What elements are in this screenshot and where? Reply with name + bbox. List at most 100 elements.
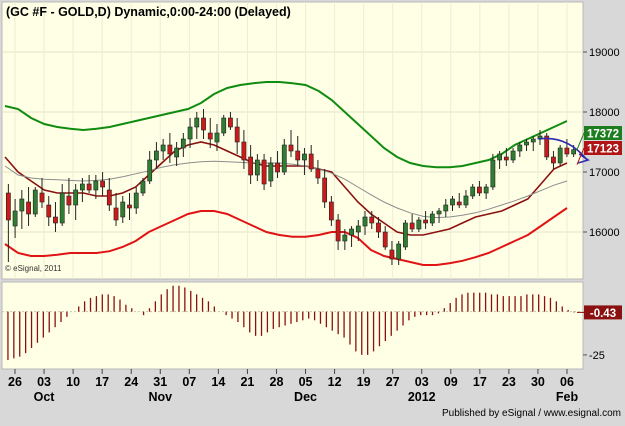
candle <box>174 142 179 166</box>
candle <box>133 187 139 214</box>
candle <box>19 190 25 229</box>
candle <box>342 229 348 250</box>
x-axis-month-label: Feb <box>556 390 579 404</box>
candle-body-up <box>342 234 348 242</box>
candle <box>140 178 146 196</box>
x-axis-tick-label: 24 <box>124 375 138 389</box>
candle <box>201 109 206 139</box>
candle <box>288 130 294 157</box>
oscillator-histogram <box>7 285 575 361</box>
candle <box>551 151 556 169</box>
candle-body-up <box>557 147 563 164</box>
candle-body-down <box>26 201 31 215</box>
candle-body-up <box>32 189 38 215</box>
candle-body-down <box>288 144 294 152</box>
candle-body-up <box>160 144 166 152</box>
candle <box>335 214 341 250</box>
candle <box>470 184 476 199</box>
candle-body-down <box>295 150 301 161</box>
price-panel-background <box>1 1 584 280</box>
x-axis-tick-label: 17 <box>473 375 487 389</box>
candle-body-down <box>127 204 132 209</box>
candle <box>517 142 523 157</box>
candle <box>436 208 442 223</box>
x-axis-tick-label: 12 <box>328 375 342 389</box>
candle <box>403 220 408 250</box>
footer-publisher: Published by eSignal / www.esignal.com <box>442 408 621 419</box>
candle-body-up <box>436 210 442 215</box>
candle-body-up <box>443 204 449 212</box>
x-axis-tick-label: 26 <box>8 375 22 389</box>
candle-body-down <box>66 195 72 206</box>
candle-body-down <box>456 201 462 206</box>
price-y-axis: 16000 17000 18000 19000 <box>583 47 620 239</box>
candle <box>80 178 85 202</box>
candle-body-down <box>207 132 213 140</box>
candle <box>194 112 200 139</box>
candle-body-up <box>470 186 476 197</box>
candle-body-up <box>416 219 422 230</box>
candle <box>530 136 536 151</box>
x-axis-month-label: Oct <box>34 390 56 404</box>
candle <box>73 184 79 220</box>
x-axis-tick-label: 17 <box>95 375 109 389</box>
candle-body-down <box>308 153 314 170</box>
candle-body-up <box>59 192 65 224</box>
candle-body-up <box>214 132 220 143</box>
candle <box>396 241 402 265</box>
candle <box>180 133 186 157</box>
candle <box>281 139 287 175</box>
oscillator-badge-text: -0.43 <box>590 308 616 320</box>
candle-body-down <box>315 168 321 179</box>
candle-body-up <box>396 243 402 260</box>
candle-body-up <box>194 117 200 128</box>
candle-body-down <box>46 204 52 218</box>
candle-body-up <box>524 141 529 146</box>
candle-body-up <box>281 144 287 173</box>
x-axis-tick-label: 21 <box>240 375 254 389</box>
candle-body-up <box>450 198 455 206</box>
candle-body-down <box>100 180 105 188</box>
candle-body-down <box>86 183 92 191</box>
candle <box>160 139 166 160</box>
arrow-head <box>577 153 590 164</box>
candle-body-down <box>39 192 45 203</box>
candle <box>66 178 72 214</box>
x-axis-band <box>2 370 583 404</box>
x-axis-tick-label: 06 <box>560 375 574 389</box>
candle <box>120 196 126 223</box>
candle-body-up <box>180 138 186 149</box>
x-axis-tick-label: 28 <box>270 375 284 389</box>
oscillator-badge-box <box>584 305 622 320</box>
x-axis-tick-label: 19 <box>357 375 371 389</box>
candle <box>503 148 509 166</box>
price-badge-box <box>584 126 622 140</box>
candle-body-up <box>349 228 354 236</box>
line-upper-band <box>4 81 568 169</box>
price-badge-leader <box>576 147 585 165</box>
candle <box>557 145 563 166</box>
x-axis-tick-label: 30 <box>531 375 545 389</box>
chart-title: (GC #F - GOLD,D) Dynamic,0:00-24:00 (Del… <box>6 5 291 19</box>
candle-body-down <box>241 141 247 161</box>
candle <box>106 178 112 211</box>
candle <box>497 151 502 169</box>
date-x-axis: 26 03 10 17 24 31 07 14 21 28 05 12 19 27 03 09 17 23 30 06… <box>2 369 583 404</box>
candle-body-up <box>254 159 260 176</box>
candle-body-down <box>228 117 233 128</box>
candle <box>450 196 455 211</box>
candle-body-up <box>483 186 489 194</box>
candle-body-up <box>302 153 307 161</box>
candle-body-down <box>201 117 206 131</box>
candle <box>483 184 489 199</box>
candle-body-down <box>409 222 415 230</box>
candle <box>26 187 31 226</box>
candle <box>46 196 52 226</box>
candle-body-up <box>221 117 227 134</box>
x-axis-tick-label: 10 <box>66 375 80 389</box>
candle <box>268 157 274 187</box>
candle-body-up <box>93 180 99 191</box>
candle <box>322 169 328 208</box>
candle <box>214 124 220 151</box>
x-axis-tick-label: 05 <box>299 375 313 389</box>
